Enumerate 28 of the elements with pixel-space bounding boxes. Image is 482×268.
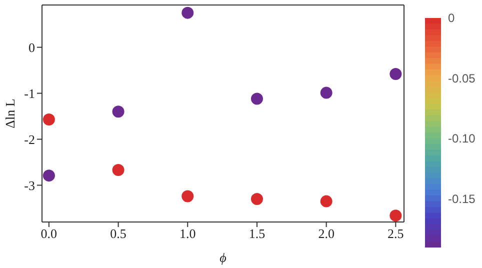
- x-tick-label: 0.0: [40, 226, 58, 242]
- y-tick-label: -2: [24, 132, 35, 147]
- point: [182, 190, 194, 202]
- point: [42, 113, 55, 126]
- point: [112, 106, 124, 118]
- y-tick-label: -3: [24, 178, 35, 193]
- x-tick-label: 0.5: [110, 226, 126, 242]
- x-axis-title: ϕ: [220, 250, 227, 265]
- x-tick-label: 1.5: [248, 226, 266, 242]
- color-bar-label: -0.05: [448, 71, 476, 86]
- point: [112, 164, 124, 176]
- color-bar-label: -0.15: [448, 192, 476, 206]
- y-tick-label: 0: [28, 40, 35, 55]
- x-tick-label: 2.0: [318, 226, 334, 242]
- y-axis-title: Δln L: [2, 98, 18, 128]
- color-bar-label: -0.10: [448, 132, 476, 146]
- point: [250, 92, 263, 105]
- x-tick-label: 1.0: [180, 226, 196, 242]
- point: [250, 193, 263, 206]
- x-tick-label: 2.5: [388, 226, 404, 242]
- color-bar-label: 0: [448, 11, 455, 25]
- point: [182, 6, 194, 19]
- point: [390, 68, 402, 80]
- point: [320, 195, 332, 208]
- point: [42, 170, 55, 182]
- point: [320, 86, 332, 99]
- point: [390, 210, 402, 222]
- y-tick-label: -1: [24, 86, 35, 101]
